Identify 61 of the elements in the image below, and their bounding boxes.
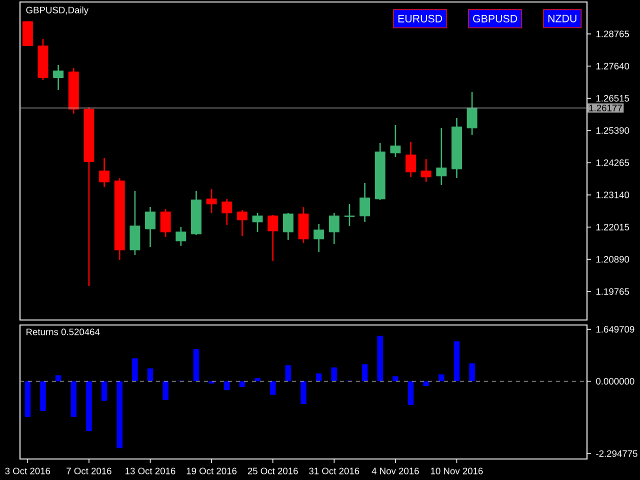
candlestick xyxy=(130,190,140,256)
candlestick xyxy=(160,208,171,238)
bar xyxy=(86,381,92,432)
x-tick-label: 4 Nov 2016 xyxy=(372,468,419,474)
chart-title: Returns 0.520464 xyxy=(26,328,100,336)
candlestick xyxy=(252,212,263,233)
bar xyxy=(316,373,322,382)
bar xyxy=(132,358,138,382)
bar xyxy=(162,381,168,400)
bar xyxy=(423,381,429,386)
bar xyxy=(300,381,306,404)
bar xyxy=(377,336,383,382)
bar xyxy=(285,365,292,382)
bar xyxy=(147,368,154,382)
bar xyxy=(193,349,200,382)
y-tick-label: 1.20890 xyxy=(596,256,630,263)
bar xyxy=(408,381,414,405)
annotation: EURUSD xyxy=(398,14,442,22)
bar xyxy=(70,381,77,417)
x-tick-label: 19 Oct 2016 xyxy=(186,468,237,474)
annotation: NZDU xyxy=(548,14,576,22)
y-tick-label: 1.28765 xyxy=(596,30,630,38)
x-tick-label: 25 Oct 2016 xyxy=(248,468,298,474)
bar xyxy=(438,374,444,382)
bar xyxy=(40,381,46,411)
bar xyxy=(55,375,62,382)
bar xyxy=(331,367,338,382)
candlestick xyxy=(22,21,33,46)
y-tick-label: 1.22015 xyxy=(596,224,630,230)
bar xyxy=(270,381,276,395)
bar xyxy=(469,363,475,382)
x-tick-label: 10 Nov 2016 xyxy=(430,468,483,474)
y-tick-label: 1.26515 xyxy=(596,95,630,102)
candlestick xyxy=(206,188,217,214)
bar xyxy=(116,381,122,448)
bar xyxy=(224,381,230,390)
annotation: GBPUSD xyxy=(473,14,518,22)
y-tick-label: 1.27640 xyxy=(596,62,630,70)
bar xyxy=(454,341,460,382)
candlestick xyxy=(344,203,355,227)
candlestick xyxy=(84,106,94,287)
y-tick-label: 1.19765 xyxy=(596,288,630,295)
x-tick-label: 31 Oct 2016 xyxy=(309,468,360,474)
chart-title: GBPUSD,Daily xyxy=(26,6,88,16)
candlestick xyxy=(390,124,401,158)
y-tick-label: 1.23140 xyxy=(596,192,630,198)
x-tick-label: 13 Oct 2016 xyxy=(126,468,176,474)
y-tick-label: 1.25390 xyxy=(596,127,630,134)
y-tick-label: -2.294775 xyxy=(596,450,638,457)
y-tick-label: 1.24265 xyxy=(596,159,630,166)
bar xyxy=(392,376,398,382)
x-tick-label: 7 Oct 2016 xyxy=(66,468,112,474)
x-tick-label: 3 Oct 2016 xyxy=(5,468,50,474)
bar xyxy=(362,364,368,382)
bar xyxy=(239,381,246,387)
ref-line-label: 1.26177 xyxy=(589,104,622,112)
bar xyxy=(254,378,260,382)
bar xyxy=(101,381,108,401)
bar xyxy=(24,381,31,417)
y-tick-label: 0.000000 xyxy=(596,378,634,385)
y-tick-label: 1.649709 xyxy=(596,326,634,333)
